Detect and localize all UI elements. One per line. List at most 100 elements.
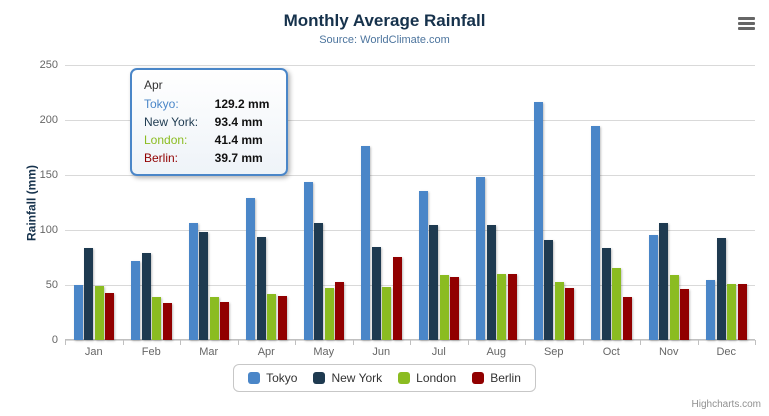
x-category-label: Sep <box>543 346 564 358</box>
bar-london[interactable] <box>554 282 564 340</box>
y-axis-tick-label: 50 <box>45 279 58 291</box>
plot-area <box>65 64 756 345</box>
legend-item-london[interactable]: London <box>398 371 456 385</box>
bar-new-york[interactable] <box>716 238 726 340</box>
y-gridline <box>65 229 755 231</box>
bar-new-york[interactable] <box>429 224 438 340</box>
bar-new-york[interactable] <box>601 248 611 340</box>
bar-london[interactable] <box>209 296 219 340</box>
x-axis-tick <box>582 340 584 345</box>
legend-box: Tokyo New York London Berlin <box>233 364 536 392</box>
bar-berlin[interactable] <box>335 282 344 340</box>
tooltip-series-value: 129.2 mm <box>214 97 270 111</box>
bar-new-york[interactable] <box>659 222 668 340</box>
legend-item-new-york[interactable]: New York <box>313 371 382 385</box>
y-axis-tick-label: 100 <box>39 224 58 236</box>
tooltip-series-name: Tokyo: <box>144 97 179 111</box>
x-category-label: Mar <box>199 346 219 358</box>
y-gridline <box>65 284 755 286</box>
tooltip-rows: Tokyo: 129.2 mm New York: 93.4 mm London: 41.… <box>144 97 274 165</box>
bar-berlin[interactable] <box>220 302 229 340</box>
legend-label: New York <box>331 371 383 385</box>
bar-london[interactable] <box>94 286 104 340</box>
bar-tokyo[interactable] <box>361 146 370 340</box>
tooltip-category: Apr <box>144 78 163 92</box>
bar-london[interactable] <box>382 286 391 340</box>
x-category-label: Jun <box>372 346 391 358</box>
legend-label: London <box>416 371 457 385</box>
bar-london[interactable] <box>669 274 679 340</box>
hamburger-line <box>738 17 755 20</box>
bar-berlin[interactable] <box>277 296 287 340</box>
bar-london[interactable] <box>727 283 736 340</box>
bar-berlin[interactable] <box>450 276 459 340</box>
bar-tokyo[interactable] <box>648 234 658 340</box>
legend-item-berlin[interactable]: Berlin <box>472 371 521 385</box>
bar-tokyo[interactable] <box>131 261 140 340</box>
x-category-label: Jul <box>431 346 446 358</box>
tooltip-series-name: Berlin: <box>144 151 179 165</box>
bar-berlin[interactable] <box>392 256 402 340</box>
y-gridline <box>65 174 755 176</box>
tooltip-series-name: London: <box>144 133 188 147</box>
bar-tokyo[interactable] <box>706 280 715 340</box>
x-axis-tick <box>410 340 411 345</box>
bar-berlin[interactable] <box>507 273 517 340</box>
x-axis-tick <box>295 340 296 345</box>
x-category-label: Feb <box>141 346 161 358</box>
bar-berlin[interactable] <box>737 283 747 340</box>
legend-swatch <box>313 372 326 384</box>
x-category-label: May <box>313 346 335 358</box>
bar-new-york[interactable] <box>314 223 323 340</box>
tooltip-series-value: 39.7 mm <box>214 151 263 165</box>
bar-london[interactable] <box>439 275 449 340</box>
bar-new-york[interactable] <box>256 237 266 340</box>
bar-tokyo[interactable] <box>303 181 313 340</box>
bar-tokyo[interactable] <box>418 190 428 340</box>
bar-new-york[interactable] <box>84 248 93 340</box>
bar-london[interactable] <box>612 268 621 340</box>
legend: Tokyo New York London Berlin <box>0 364 769 392</box>
bar-berlin[interactable] <box>622 296 632 340</box>
hamburger-line <box>738 27 755 30</box>
bar-london[interactable] <box>497 274 506 340</box>
legend-swatch <box>398 372 411 384</box>
bar-tokyo[interactable] <box>476 176 485 340</box>
x-axis-tick <box>180 340 181 345</box>
bar-new-york[interactable] <box>371 247 381 340</box>
x-axis-tick <box>755 340 756 345</box>
credits-link[interactable]: Highcharts.com <box>691 399 761 410</box>
x-axis-tick <box>640 340 641 345</box>
bar-new-york[interactable] <box>141 253 151 340</box>
chart-subtitle: Source: WorldClimate.com <box>319 34 450 46</box>
legend-label: Berlin <box>490 371 521 385</box>
bar-berlin[interactable] <box>565 287 574 340</box>
legend-item-tokyo[interactable]: Tokyo <box>248 371 297 385</box>
tooltip-series-value: 41.4 mm <box>214 133 263 147</box>
bar-london[interactable] <box>152 297 161 340</box>
bar-new-york[interactable] <box>544 239 553 340</box>
bar-berlin[interactable] <box>162 303 172 340</box>
y-axis-title: Rainfall (mm) <box>24 165 39 242</box>
bar-berlin[interactable] <box>680 288 689 340</box>
x-axis-tick <box>352 340 354 345</box>
export-menu-icon[interactable] <box>738 17 755 30</box>
bar-london[interactable] <box>324 288 334 340</box>
bar-new-york[interactable] <box>199 231 208 340</box>
bar-tokyo[interactable] <box>246 197 255 340</box>
bar-london[interactable] <box>267 294 276 340</box>
y-axis-tick-label: 250 <box>39 59 58 71</box>
bar-tokyo[interactable] <box>591 126 600 340</box>
x-axis-tick <box>237 340 239 345</box>
bar-new-york[interactable] <box>486 225 496 340</box>
x-axis-tick <box>467 340 469 345</box>
bar-berlin[interactable] <box>105 293 114 340</box>
y-axis-tick-label: 200 <box>39 114 58 126</box>
bar-tokyo[interactable] <box>73 285 83 340</box>
bar-tokyo[interactable] <box>533 101 543 340</box>
y-gridline <box>65 119 755 121</box>
x-category-label: Aug <box>486 346 507 358</box>
x-axis-tick <box>65 340 66 345</box>
bar-tokyo[interactable] <box>188 222 198 340</box>
